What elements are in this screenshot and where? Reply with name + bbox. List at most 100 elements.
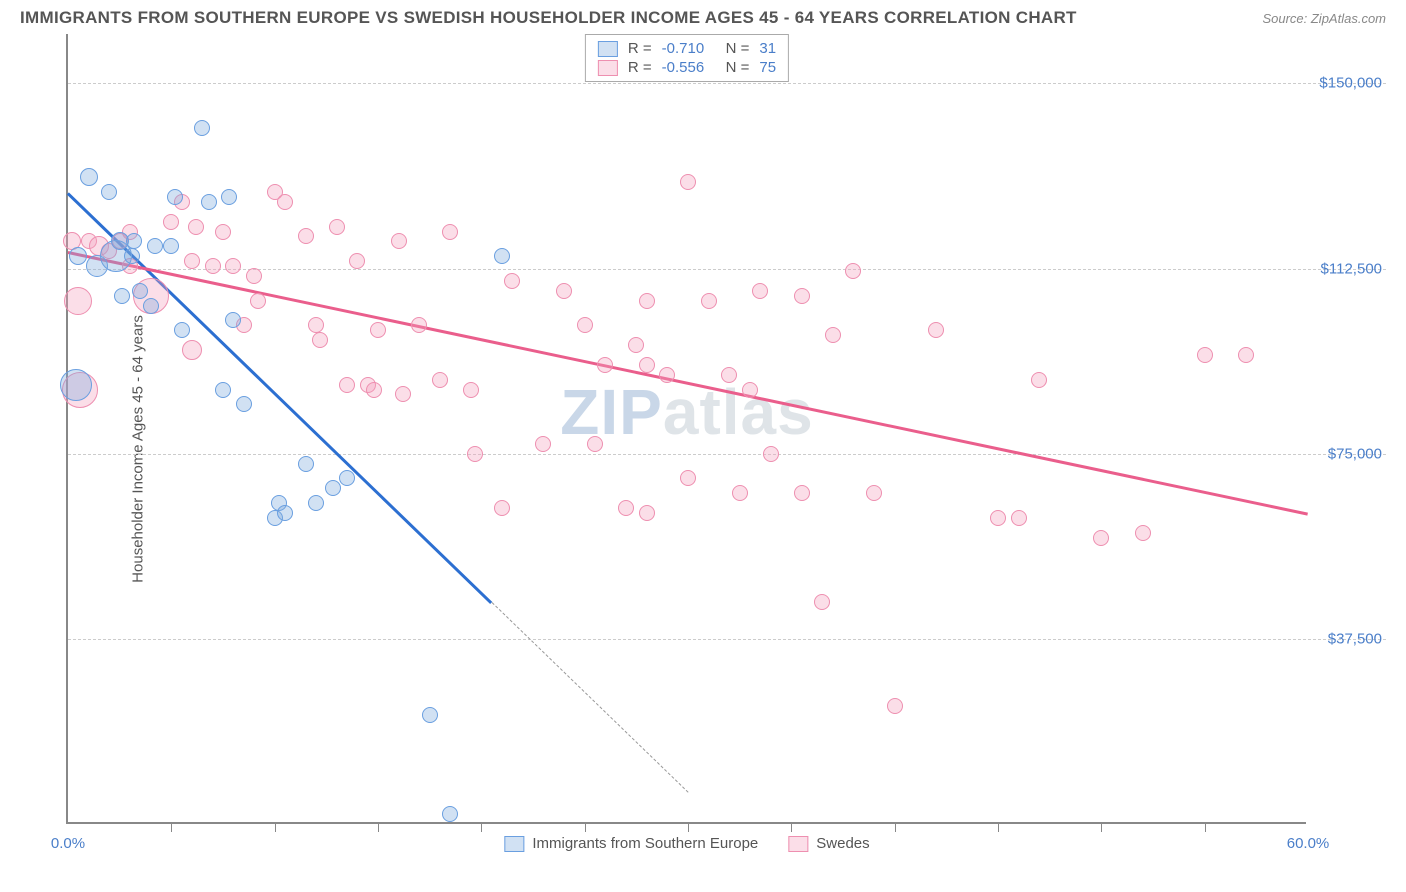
data-point-pink [463, 382, 479, 398]
plot-wrap: Householder Income Ages 45 - 64 years ZI… [8, 34, 1398, 864]
data-point-pink [395, 386, 411, 402]
data-point-pink [205, 258, 221, 274]
data-point-pink [442, 224, 458, 240]
data-point-pink [467, 446, 483, 462]
stats-r-label: R = [628, 59, 652, 76]
data-point-blue [69, 247, 87, 265]
stats-legend-box: R =-0.710N =31R = -0.556 N = 75 [585, 34, 789, 82]
stats-n-label: N = [726, 59, 750, 76]
data-point-blue [298, 456, 314, 472]
data-point-blue [60, 369, 92, 401]
data-point-blue [201, 194, 217, 210]
data-point-pink [308, 317, 324, 333]
stats-r-value: -0.556 [662, 59, 716, 76]
data-point-pink [618, 500, 634, 516]
data-point-blue [225, 312, 241, 328]
x-tick [585, 822, 586, 832]
x-tick [171, 822, 172, 832]
data-point-blue [126, 233, 142, 249]
x-tick [275, 822, 276, 832]
x-tick [688, 822, 689, 832]
data-point-pink [866, 485, 882, 501]
data-point-blue [221, 189, 237, 205]
data-point-pink [639, 357, 655, 373]
data-point-pink [391, 233, 407, 249]
data-point-blue [277, 505, 293, 521]
data-point-blue [101, 184, 117, 200]
gridline [68, 269, 1386, 270]
scatter-plot: ZIPatlas R =-0.710N =31R =-0.556N =75 Im… [66, 34, 1306, 824]
data-point-blue [442, 806, 458, 822]
x-tick [895, 822, 896, 832]
data-point-blue [132, 283, 148, 299]
data-point-blue [147, 238, 163, 254]
data-point-pink [763, 446, 779, 462]
watermark-atlas: atlas [663, 376, 814, 448]
data-point-pink [721, 367, 737, 383]
data-point-blue [194, 120, 210, 136]
data-point-pink [184, 253, 200, 269]
data-point-pink [535, 436, 551, 452]
title-bar: IMMIGRANTS FROM SOUTHERN EUROPE VS SWEDI… [8, 8, 1398, 28]
data-point-pink [188, 219, 204, 235]
data-point-pink [329, 219, 345, 235]
data-point-pink [639, 293, 655, 309]
stats-row-blue: R =-0.710N =31 [598, 39, 776, 58]
data-point-pink [659, 367, 675, 383]
x-tick-end: 60.0% [1287, 835, 1330, 852]
data-point-pink [742, 382, 758, 398]
data-point-pink [225, 258, 241, 274]
data-point-blue [167, 189, 183, 205]
data-point-pink [246, 268, 262, 284]
legend-item-pink: Swedes [788, 835, 869, 852]
source-label: Source: ZipAtlas.com [1262, 11, 1386, 26]
data-point-pink [814, 594, 830, 610]
y-tick-label: $150,000 [1319, 75, 1382, 92]
x-tick [791, 822, 792, 832]
data-point-pink [215, 224, 231, 240]
data-point-pink [680, 470, 696, 486]
data-point-blue [80, 168, 98, 186]
data-point-pink [628, 337, 644, 353]
data-point-blue [422, 707, 438, 723]
x-tick [481, 822, 482, 832]
data-point-pink [597, 357, 613, 373]
data-point-pink [411, 317, 427, 333]
data-point-blue [143, 298, 159, 314]
legend-label: Immigrants from Southern Europe [532, 835, 758, 852]
data-point-blue [174, 322, 190, 338]
data-point-pink [1011, 510, 1027, 526]
data-point-pink [1135, 525, 1151, 541]
x-tick-start: 0.0% [51, 835, 85, 852]
x-tick [378, 822, 379, 832]
data-point-pink [163, 214, 179, 230]
data-point-pink [1238, 347, 1254, 363]
stats-n-value: 31 [759, 40, 776, 57]
data-point-pink [298, 228, 314, 244]
y-tick-label: $75,000 [1328, 445, 1382, 462]
trend-line-blue-extrapolated [491, 602, 688, 793]
data-point-pink [794, 288, 810, 304]
legend-swatch-blue [504, 836, 524, 852]
data-point-pink [339, 377, 355, 393]
data-point-blue [494, 248, 510, 264]
data-point-pink [794, 485, 810, 501]
x-tick [1101, 822, 1102, 832]
data-point-pink [845, 263, 861, 279]
data-point-pink [349, 253, 365, 269]
data-point-blue [215, 382, 231, 398]
data-point-pink [825, 327, 841, 343]
gridline [68, 639, 1386, 640]
stats-r-value: -0.710 [662, 40, 716, 57]
data-point-pink [556, 283, 572, 299]
data-point-pink [64, 287, 92, 315]
data-point-pink [732, 485, 748, 501]
gridline [68, 454, 1386, 455]
legend-item-blue: Immigrants from Southern Europe [504, 835, 758, 852]
data-point-pink [680, 174, 696, 190]
stats-n-value: 75 [759, 59, 776, 76]
data-point-pink [990, 510, 1006, 526]
data-point-pink [587, 436, 603, 452]
data-point-pink [312, 332, 328, 348]
bottom-legend: Immigrants from Southern Europe Swedes [504, 835, 869, 852]
